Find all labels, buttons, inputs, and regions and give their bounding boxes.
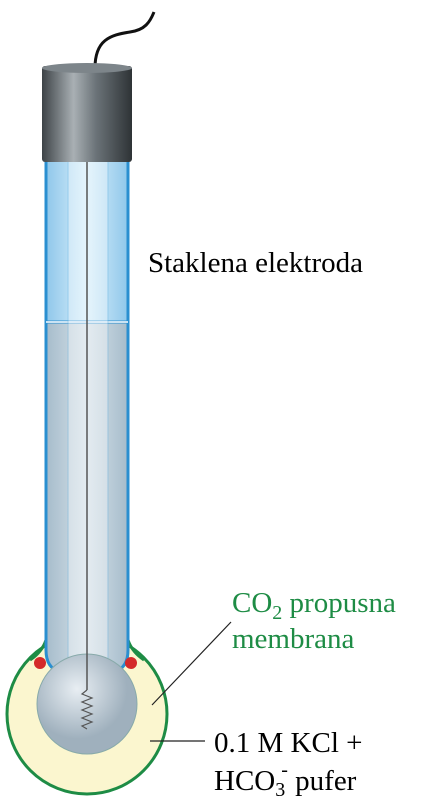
electrode-label: Staklena elektroda	[148, 247, 363, 279]
text: HCO	[214, 765, 275, 797]
inner-tube	[67, 159, 109, 671]
o-ring	[34, 657, 46, 669]
subscript: 2	[272, 602, 282, 624]
text: 0.1 M KCl +	[214, 727, 362, 759]
text: membrana	[232, 623, 355, 655]
buffer-label: 0.1 M KCl +	[214, 727, 362, 759]
cable	[93, 11, 156, 69]
cap-top	[42, 63, 132, 73]
subscript: 3	[275, 779, 285, 800]
cap	[42, 66, 132, 162]
leader-line	[151, 621, 232, 706]
text: pufer	[288, 765, 357, 797]
superscript: -	[281, 759, 288, 781]
o-ring	[125, 657, 137, 669]
text: propusna	[282, 587, 396, 619]
membrane-label: membrana	[232, 623, 355, 655]
spiral	[80, 689, 94, 730]
membrane-label: CO2 propusna	[232, 587, 396, 624]
buffer-label: HCO3- pufer	[214, 759, 357, 800]
text: CO	[232, 587, 272, 619]
